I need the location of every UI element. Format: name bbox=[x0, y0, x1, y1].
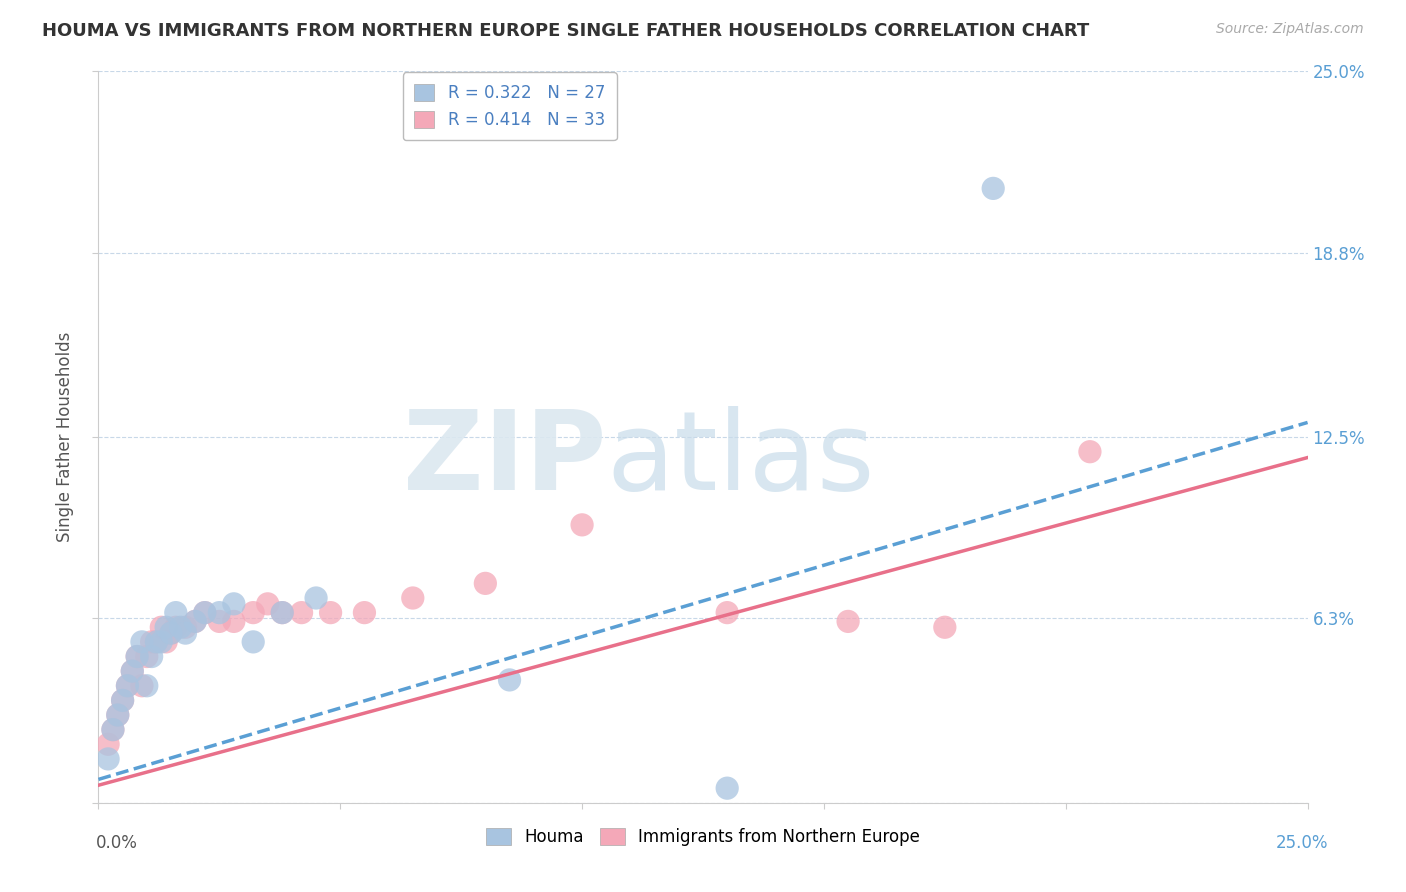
Point bbox=[184, 615, 207, 629]
Point bbox=[131, 679, 153, 693]
Point bbox=[97, 737, 120, 751]
Text: atlas: atlas bbox=[606, 406, 875, 513]
Point bbox=[135, 679, 157, 693]
Point bbox=[319, 606, 342, 620]
Point bbox=[160, 626, 183, 640]
Point bbox=[165, 606, 187, 620]
Point bbox=[271, 606, 294, 620]
Point bbox=[127, 649, 149, 664]
Point bbox=[145, 635, 167, 649]
Point bbox=[1078, 444, 1101, 458]
Point bbox=[498, 673, 520, 687]
Point bbox=[111, 693, 134, 707]
Point bbox=[290, 606, 312, 620]
Y-axis label: Single Father Households: Single Father Households bbox=[56, 332, 75, 542]
Text: HOUMA VS IMMIGRANTS FROM NORTHERN EUROPE SINGLE FATHER HOUSEHOLDS CORRELATION CH: HOUMA VS IMMIGRANTS FROM NORTHERN EUROPE… bbox=[42, 22, 1090, 40]
Point bbox=[117, 679, 139, 693]
Point bbox=[353, 606, 375, 620]
Point bbox=[127, 649, 149, 664]
Point bbox=[111, 693, 134, 707]
Point bbox=[141, 635, 163, 649]
Point bbox=[174, 626, 197, 640]
Point bbox=[150, 635, 173, 649]
Point bbox=[155, 620, 177, 634]
Point bbox=[121, 664, 143, 678]
Point bbox=[145, 635, 167, 649]
Point bbox=[222, 615, 245, 629]
Point bbox=[837, 615, 859, 629]
Point bbox=[121, 664, 143, 678]
Point bbox=[242, 635, 264, 649]
Point bbox=[97, 752, 120, 766]
Legend: Houma, Immigrants from Northern Europe: Houma, Immigrants from Northern Europe bbox=[479, 822, 927, 853]
Point bbox=[184, 615, 207, 629]
Point bbox=[169, 620, 191, 634]
Point bbox=[194, 606, 217, 620]
Point bbox=[222, 597, 245, 611]
Point bbox=[174, 620, 197, 634]
Point bbox=[107, 708, 129, 723]
Point bbox=[107, 708, 129, 723]
Point bbox=[242, 606, 264, 620]
Point bbox=[208, 615, 231, 629]
Point bbox=[271, 606, 294, 620]
Point bbox=[101, 723, 124, 737]
Point bbox=[135, 649, 157, 664]
Text: 25.0%: 25.0% bbox=[1277, 834, 1329, 852]
Point bbox=[208, 606, 231, 620]
Point bbox=[160, 626, 183, 640]
Point bbox=[155, 635, 177, 649]
Point bbox=[101, 723, 124, 737]
Point bbox=[117, 679, 139, 693]
Point bbox=[256, 597, 278, 611]
Text: 0.0%: 0.0% bbox=[96, 834, 138, 852]
Point bbox=[474, 576, 496, 591]
Point bbox=[716, 606, 738, 620]
Point bbox=[305, 591, 328, 605]
Point bbox=[131, 635, 153, 649]
Point bbox=[194, 606, 217, 620]
Point bbox=[934, 620, 956, 634]
Point bbox=[150, 620, 173, 634]
Point bbox=[716, 781, 738, 796]
Text: Source: ZipAtlas.com: Source: ZipAtlas.com bbox=[1216, 22, 1364, 37]
Point bbox=[165, 620, 187, 634]
Text: ZIP: ZIP bbox=[404, 406, 606, 513]
Point bbox=[571, 517, 593, 532]
Point bbox=[981, 181, 1004, 195]
Point bbox=[402, 591, 425, 605]
Point bbox=[141, 649, 163, 664]
